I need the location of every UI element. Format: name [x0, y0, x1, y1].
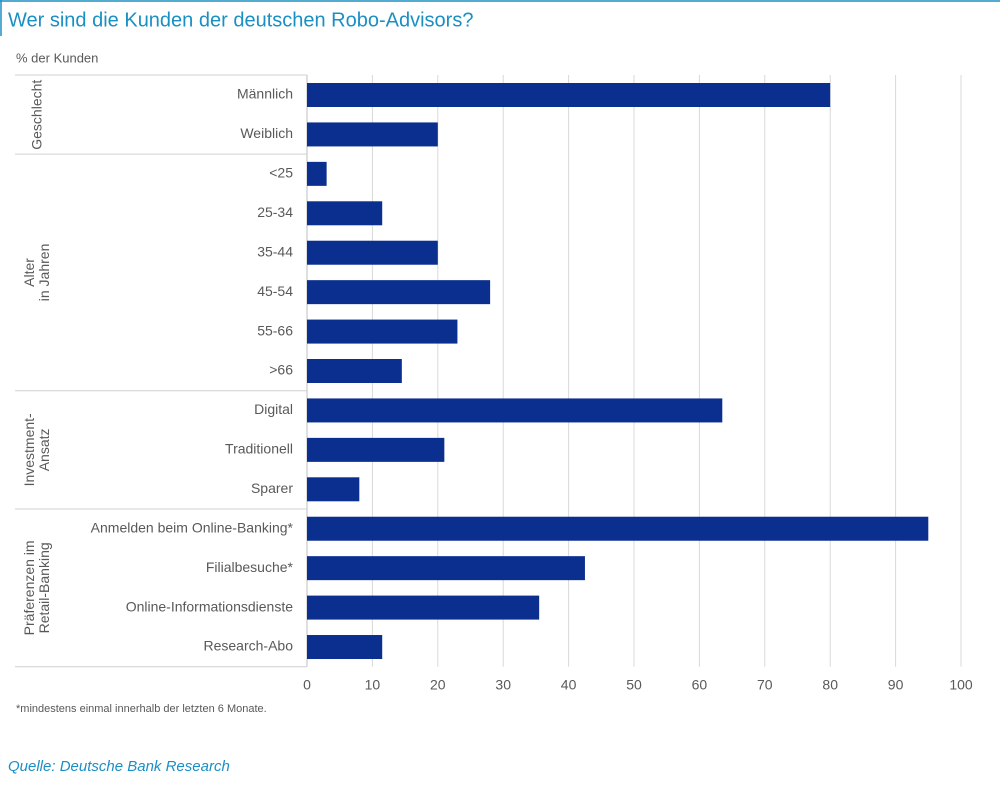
group-label: Investment- — [21, 413, 37, 486]
y-tick-label: Traditionell — [225, 441, 293, 457]
group-label: Präferenzen im — [21, 540, 37, 635]
group-label: Retail-Banking — [36, 542, 52, 633]
x-tick-label: 30 — [495, 676, 511, 692]
x-tick-label: 70 — [757, 676, 773, 692]
bar — [307, 319, 458, 344]
bar — [307, 359, 402, 384]
footnote: *mindestens einmal innerhalb der letzten… — [16, 703, 267, 715]
x-tick-label: 90 — [888, 676, 904, 692]
group-label: Alter — [21, 258, 37, 287]
bar — [307, 201, 383, 226]
y-tick-label: 45-54 — [257, 283, 293, 299]
y-tick-label: 35-44 — [257, 243, 293, 259]
y-tick-label: Sparer — [251, 480, 293, 496]
x-tick-label: 60 — [692, 676, 708, 692]
bar — [307, 122, 438, 147]
y-tick-label: Online-Informationsdienste — [126, 598, 294, 614]
bar — [307, 280, 491, 305]
x-tick-label: 50 — [626, 676, 642, 692]
x-tick-label: 80 — [822, 676, 838, 692]
bar — [307, 161, 327, 186]
source: Quelle: Deutsche Bank Research — [8, 758, 230, 775]
chart-title: Wer sind die Kunden der deutschen Robo-A… — [8, 9, 473, 31]
bar — [307, 516, 929, 541]
y-tick-label: <25 — [269, 165, 293, 181]
y-tick-label: Digital — [254, 401, 293, 417]
group-label: Geschlecht — [29, 80, 45, 150]
bar — [307, 240, 438, 265]
x-tick-label: 10 — [365, 676, 381, 692]
y-tick-label: Anmelden beim Online-Banking* — [91, 519, 294, 535]
subtitle: % der Kunden — [16, 50, 98, 65]
bar — [307, 83, 831, 107]
y-tick-label: 25-34 — [257, 204, 293, 220]
y-tick-label: Männlich — [237, 86, 293, 102]
x-tick-label: 20 — [430, 676, 446, 692]
y-tick-label: 55-66 — [257, 322, 293, 338]
bar — [307, 595, 540, 620]
bar — [307, 477, 360, 502]
x-tick-label: 40 — [561, 676, 577, 692]
y-tick-label: Research-Abo — [204, 638, 294, 654]
group-label: in Jahren — [36, 244, 52, 302]
group-label: Ansatz — [36, 428, 52, 471]
y-tick-label: Filialbesuche* — [206, 559, 294, 575]
bar — [307, 398, 723, 423]
bar — [307, 437, 445, 462]
x-tick-label: 100 — [949, 676, 973, 692]
bar — [307, 556, 585, 581]
y-tick-label: >66 — [269, 362, 293, 378]
x-tick-label: 0 — [303, 676, 311, 692]
bar — [307, 635, 383, 660]
y-tick-label: Weiblich — [240, 125, 293, 141]
